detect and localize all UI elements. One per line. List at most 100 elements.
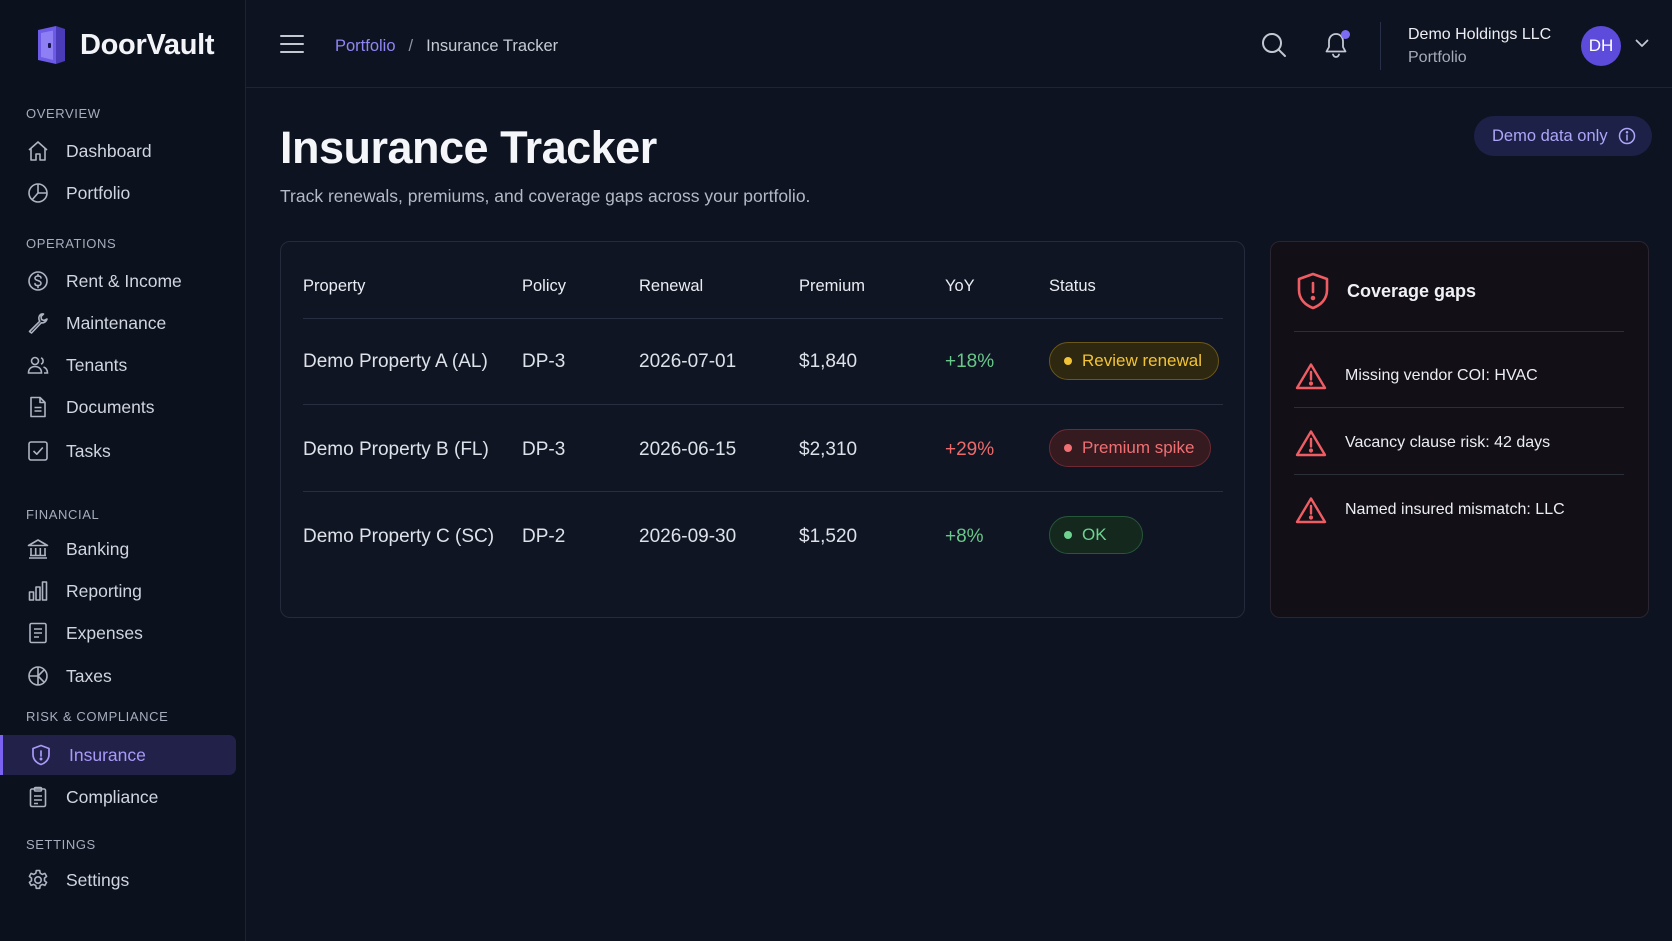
status-badge[interactable]: Premium spike [1049,429,1212,467]
cell-property: Demo Property B (FL) [303,439,489,460]
info-icon [1618,127,1636,145]
sidebar-item-reporting[interactable]: Reporting [26,576,142,606]
cell-property: Demo Property A (AL) [303,351,488,372]
cell-policy: DP-2 [522,526,566,547]
breadcrumb-portfolio-link[interactable]: Portfolio [335,37,396,55]
account-name: Demo Holdings LLC [1408,26,1552,43]
column-header-property[interactable]: Property [303,277,366,295]
gear-icon [26,868,50,892]
coverage-gap-item[interactable]: Vacancy clause risk: 42 days [1295,429,1550,457]
cell-premium: $1,520 [799,526,858,547]
chevron-down-icon [1635,39,1649,48]
sidebar-item-label: Reporting [66,580,142,601]
sidebar-item-label: Documents [66,396,155,417]
column-header-yoy[interactable]: YoY [945,277,975,295]
avatar[interactable]: DH [1581,26,1621,66]
cell-yoy: +18% [945,351,995,372]
sidebar-item-label: Settings [66,869,130,890]
home-icon [26,139,50,163]
cell-renewal: 2026-09-30 [639,526,737,547]
cell-property: Demo Property C (SC) [303,526,495,547]
search-icon [1261,32,1287,58]
header-divider [303,318,1223,319]
sidebar-item-tenants[interactable]: Tenants [26,350,127,380]
cell-policy: DP-3 [522,351,566,372]
breadcrumb-current: Insurance Tracker [426,37,559,55]
hamburger-icon [280,34,304,54]
status-label: Review renewal [1082,351,1202,370]
cell-premium: $2,310 [799,439,858,460]
status-label: OK [1082,525,1107,544]
sidebar-item-label: Compliance [66,786,159,807]
sidebar-item-documents[interactable]: Documents [26,392,155,422]
section-settings: SETTINGS [26,837,96,852]
row-divider [303,404,1223,405]
column-header-premium[interactable]: Premium [799,277,866,295]
dollar-circle-icon [26,269,50,293]
status-label: Premium spike [1082,438,1195,457]
sidebar-item-label: Dashboard [66,140,152,161]
cell-renewal: 2026-07-01 [639,351,737,372]
account-info[interactable]: Demo Holdings LLC Portfolio [1408,26,1551,67]
status-dot [1064,444,1072,452]
brand[interactable]: DoorVault [32,24,215,66]
sidebar-item-banking[interactable]: Banking [26,534,129,564]
coverage-gap-label: Missing vendor COI: HVAC [1345,367,1538,384]
sidebar-item-label: Rent & Income [66,270,182,291]
account-subtitle: Portfolio [1408,49,1467,66]
coverage-gap-item[interactable]: Missing vendor COI: HVAC [1295,362,1538,390]
shield-icon [29,743,53,767]
sidebar-item-maintenance[interactable]: Maintenance [26,308,166,338]
receipt-icon [26,621,50,645]
sidebar-item-rent-income[interactable]: Rent & Income [26,266,182,296]
sidebar-item-label: Tasks [66,440,111,461]
pie-chart-icon [26,181,50,205]
status-badge[interactable]: OK [1049,516,1143,554]
coverage-gap-label: Named insured mismatch: LLC [1345,501,1565,518]
status-badge[interactable]: Review renewal [1049,342,1219,380]
section-financial: FINANCIAL [26,507,100,522]
sidebar-item-expenses[interactable]: Expenses [26,618,143,648]
column-header-status[interactable]: Status [1049,277,1096,295]
topbar-divider [1380,22,1381,70]
breadcrumb: Portfolio / Insurance Tracker [335,37,558,56]
insurance-table: Property Policy Renewal Premium YoY Stat… [280,241,1245,618]
doorvault-logo-icon [32,24,70,66]
search-button[interactable] [1261,32,1287,58]
bank-icon [26,537,50,561]
warning-triangle-icon [1295,429,1327,457]
sidebar-item-portfolio[interactable]: Portfolio [26,178,130,208]
section-overview: OVERVIEW [26,106,101,121]
coverage-divider [1294,474,1624,475]
sidebar-item-insurance[interactable]: Insurance [0,735,236,775]
warning-triangle-icon [1295,496,1327,524]
bar-chart-icon [26,579,50,603]
column-header-renewal[interactable]: Renewal [639,277,704,295]
cell-policy: DP-3 [522,439,566,460]
notification-dot [1341,30,1350,39]
sidebar-item-compliance[interactable]: Compliance [26,782,158,812]
sidebar-item-label: Maintenance [66,312,167,333]
warning-triangle-icon [1295,362,1327,390]
sidebar-item-dashboard[interactable]: Dashboard [26,136,152,166]
coverage-gap-item[interactable]: Named insured mismatch: LLC [1295,496,1565,524]
sidebar-item-taxes[interactable]: Taxes [26,661,112,691]
tax-icon [26,664,50,688]
sidebar-item-tasks[interactable]: Tasks [26,436,111,466]
cell-premium: $1,840 [799,351,858,372]
top-bar: Portfolio / Insurance Tracker Demo Holdi… [246,0,1672,88]
sidebar-item-label: Expenses [66,622,143,643]
column-header-policy[interactable]: Policy [522,277,567,295]
coverage-gap-label: Vacancy clause risk: 42 days [1345,434,1551,451]
demo-data-badge[interactable]: Demo data only [1474,116,1652,156]
menu-toggle-button[interactable] [280,34,304,54]
bell-icon [1323,31,1349,59]
sidebar-item-label: Tenants [66,354,128,375]
notifications-button[interactable] [1323,30,1350,59]
sidebar-item-settings[interactable]: Settings [26,865,129,895]
clipboard-icon [26,785,50,809]
account-menu-button[interactable] [1635,39,1649,48]
section-risk-compliance: RISK & COMPLIANCE [26,709,169,724]
demo-badge-label: Demo data only [1492,126,1608,145]
sidebar-item-label: Insurance [69,744,146,765]
